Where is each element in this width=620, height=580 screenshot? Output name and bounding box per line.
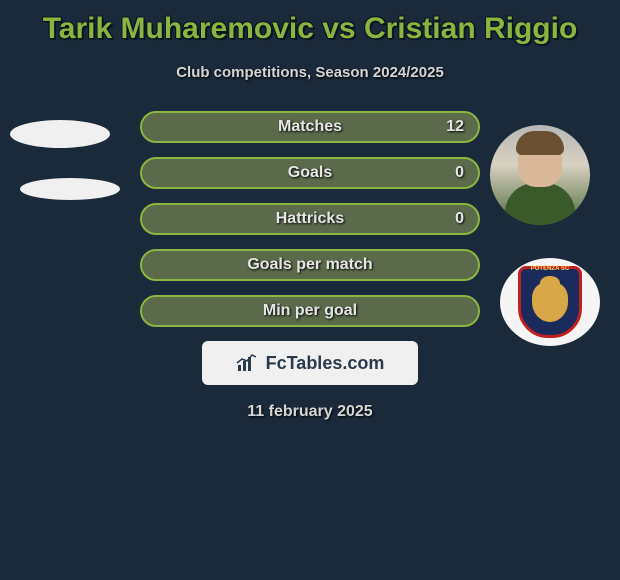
- logo-text: FcTables.com: [266, 353, 385, 374]
- stat-row-matches: Matches 12: [140, 111, 480, 143]
- stat-label: Goals: [142, 164, 478, 182]
- stat-value: 0: [455, 164, 464, 182]
- stat-label: Min per goal: [142, 302, 478, 320]
- page-title: Tarik Muharemovic vs Cristian Riggio: [0, 0, 620, 46]
- stat-label: Goals per match: [142, 256, 478, 274]
- stat-value: 0: [455, 210, 464, 228]
- logo-chart-icon: [236, 353, 260, 373]
- stats-area: Matches 12 Goals 0 Hattricks 0 Goals per…: [0, 111, 620, 421]
- subtitle: Club competitions, Season 2024/2025: [0, 64, 620, 81]
- stat-label: Hattricks: [142, 210, 478, 228]
- stat-row-goals: Goals 0: [140, 157, 480, 189]
- stat-row-hattricks: Hattricks 0: [140, 203, 480, 235]
- logo-box[interactable]: FcTables.com: [202, 341, 418, 385]
- stat-row-min-per-goal: Min per goal: [140, 295, 480, 327]
- stat-value: 12: [446, 118, 464, 136]
- date-text: 11 february 2025: [0, 403, 620, 421]
- stat-row-goals-per-match: Goals per match: [140, 249, 480, 281]
- stat-label: Matches: [142, 118, 478, 136]
